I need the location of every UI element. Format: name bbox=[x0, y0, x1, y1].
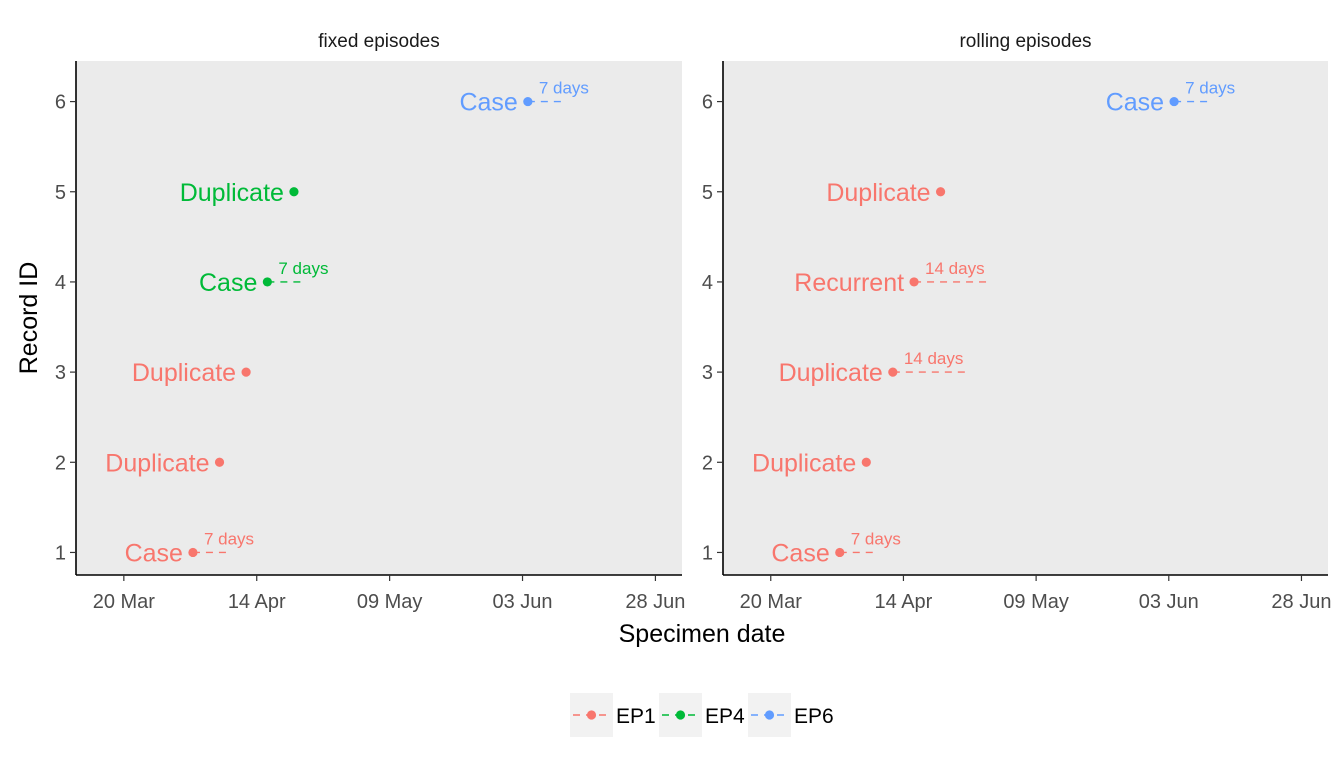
point-label: Case bbox=[125, 539, 183, 567]
y-tick-label: 4 bbox=[702, 272, 713, 294]
legend: EP1 EP4 EP6 bbox=[570, 693, 834, 737]
y-tick-label: 5 bbox=[702, 182, 713, 204]
window-label: 14 days bbox=[925, 259, 985, 278]
window-label: 7 days bbox=[278, 259, 328, 278]
point-label: Case bbox=[459, 89, 517, 117]
data-point bbox=[861, 457, 871, 467]
panel-background bbox=[723, 61, 1328, 575]
point-label: Recurrent bbox=[794, 269, 904, 297]
data-point bbox=[523, 96, 533, 107]
panel-1: fixed episodes 1 2 3 4 5 6 20 Mar 14 Apr 09 May 03… bbox=[55, 31, 686, 613]
data-point bbox=[935, 187, 946, 197]
panel-2: rolling episodes 1 2 3 4 5 6 20 Mar 14 Apr 09 May… bbox=[702, 31, 1332, 613]
legend-label: EP4 bbox=[705, 705, 745, 728]
window-label: 7 days bbox=[204, 529, 254, 548]
y-tick-label: 3 bbox=[702, 362, 713, 384]
data-point bbox=[909, 277, 919, 287]
y-tick-label: 3 bbox=[55, 362, 66, 384]
point-label: Duplicate bbox=[779, 359, 883, 387]
y-axis-title: Record ID bbox=[15, 262, 43, 375]
panel-title: fixed episodes bbox=[318, 31, 439, 52]
data-point bbox=[241, 367, 251, 377]
point-label: Duplicate bbox=[826, 179, 930, 207]
window-label: 7 days bbox=[1185, 79, 1235, 98]
window-label: 7 days bbox=[851, 529, 901, 548]
window-label: 7 days bbox=[539, 79, 589, 98]
x-tick-label: 09 May bbox=[1003, 591, 1069, 613]
x-tick-label: 20 Mar bbox=[93, 591, 156, 613]
point-label: Case bbox=[1106, 89, 1164, 117]
x-tick-label: 28 Jun bbox=[1271, 591, 1331, 613]
x-tick-label: 14 Apr bbox=[875, 591, 933, 613]
data-point bbox=[835, 547, 845, 558]
y-tick-label: 4 bbox=[55, 272, 66, 294]
window-label: 14 days bbox=[904, 349, 964, 368]
x-tick-label: 28 Jun bbox=[625, 591, 685, 613]
legend-label: EP1 bbox=[616, 705, 656, 728]
panels-group: fixed episodes 1 2 3 4 5 6 20 Mar 14 Apr 09 May 03… bbox=[55, 31, 1332, 613]
x-tick-label: 09 May bbox=[357, 591, 423, 613]
y-tick-label: 6 bbox=[702, 92, 713, 114]
y-tick-label: 6 bbox=[55, 92, 66, 114]
x-tick-label: 14 Apr bbox=[228, 591, 286, 613]
y-tick-label: 2 bbox=[55, 452, 66, 474]
data-point bbox=[888, 367, 898, 377]
y-tick-label: 2 bbox=[702, 452, 713, 474]
point-label: Case bbox=[771, 539, 829, 567]
point-label: Case bbox=[199, 269, 257, 297]
y-tick-label: 1 bbox=[702, 542, 713, 564]
legend-key-point bbox=[764, 710, 775, 720]
point-label: Duplicate bbox=[105, 449, 209, 477]
panel-background bbox=[76, 61, 682, 575]
legend-key-point bbox=[675, 710, 686, 720]
panel-title: rolling episodes bbox=[959, 31, 1091, 52]
data-point bbox=[262, 277, 272, 287]
data-point bbox=[188, 547, 198, 558]
legend-key-point bbox=[586, 710, 597, 720]
data-point bbox=[214, 457, 225, 467]
point-label: Duplicate bbox=[132, 359, 236, 387]
y-tick-label: 5 bbox=[55, 182, 66, 204]
x-tick-label: 20 Mar bbox=[740, 591, 803, 613]
x-tick-label: 03 Jun bbox=[1139, 591, 1199, 613]
data-point bbox=[289, 187, 299, 197]
legend-label: EP6 bbox=[794, 705, 834, 728]
data-point bbox=[1169, 96, 1179, 107]
point-label: Duplicate bbox=[180, 179, 284, 207]
x-tick-label: 03 Jun bbox=[492, 591, 552, 613]
y-tick-label: 1 bbox=[55, 542, 66, 564]
point-label: Duplicate bbox=[752, 449, 856, 477]
x-axis-title: Specimen date bbox=[619, 620, 786, 648]
